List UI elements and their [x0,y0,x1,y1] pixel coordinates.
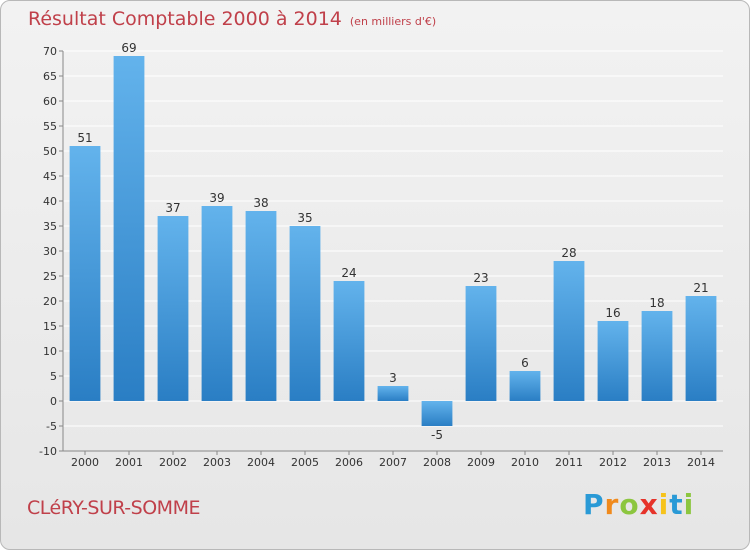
chart-title: Résultat Comptable 2000 à 2014 (en millie… [28,8,436,30]
data-label: 39 [209,191,224,205]
chart-title-text: Résultat Comptable 2000 à 2014 [28,8,342,30]
data-label: 37 [165,201,180,215]
data-label: 21 [693,281,708,295]
bar [685,296,717,401]
x-tick-label: 2010 [511,456,539,469]
x-tick-label: 2008 [423,456,451,469]
brand-letter: i [683,488,695,521]
y-tick-label: 65 [43,70,57,83]
x-tick-label: 2004 [247,456,275,469]
bar [245,211,277,401]
brand-letter: x [639,488,659,521]
city-name: CLéRY-SUR-SOMME [27,497,200,519]
data-label: 38 [253,196,268,210]
brand-letter: o [619,488,640,521]
brand-letter: i [658,488,670,521]
y-tick-label: 5 [50,370,57,383]
bar [113,56,145,401]
bar [289,226,321,401]
x-tick-label: 2005 [291,456,319,469]
data-label: 51 [77,131,92,145]
data-label: 23 [473,271,488,285]
x-tick-label: 2000 [71,456,99,469]
y-tick-label: 20 [43,295,57,308]
y-tick-label: 50 [43,145,57,158]
bar [157,216,189,401]
y-tick-label: 45 [43,170,57,183]
y-tick-label: 30 [43,245,57,258]
data-label: -5 [431,428,443,442]
x-tick-label: 2002 [159,456,187,469]
bar [553,261,585,401]
proxiti-logo: Proxiti [583,488,694,521]
bar [465,286,497,401]
data-label: 16 [605,306,620,320]
x-tick-label: 2013 [643,456,671,469]
brand-letter: r [604,488,620,521]
bar [597,321,629,401]
x-tick-label: 2007 [379,456,407,469]
bar [333,281,365,401]
bar [641,311,673,401]
data-label: 6 [521,356,529,370]
y-tick-label: -10 [39,445,57,458]
y-tick-label: 60 [43,95,57,108]
bar [509,371,541,401]
brand-letter: P [583,488,605,521]
y-tick-label: 10 [43,345,57,358]
bar [377,386,409,401]
x-tick-label: 2006 [335,456,363,469]
y-tick-label: 0 [50,395,57,408]
bar [69,146,101,401]
y-tick-label: 35 [43,220,57,233]
x-tick-label: 2009 [467,456,495,469]
y-tick-label: 25 [43,270,57,283]
x-tick-label: 2012 [599,456,627,469]
y-tick-label: -5 [46,420,57,433]
y-tick-label: 70 [43,45,57,58]
data-label: 24 [341,266,356,280]
brand-letter: t [669,488,684,521]
data-label: 28 [561,246,576,260]
chart-unit: (en milliers d'€) [349,15,437,28]
data-label: 3 [389,371,397,385]
data-label: 18 [649,296,664,310]
x-tick-label: 2003 [203,456,231,469]
y-tick-label: 40 [43,195,57,208]
y-tick-label: 55 [43,120,57,133]
data-label: 69 [121,41,136,55]
bar [201,206,233,401]
x-tick-label: 2011 [555,456,583,469]
data-label: 35 [297,211,312,225]
bar [421,401,453,426]
x-tick-label: 2001 [115,456,143,469]
y-tick-label: 15 [43,320,57,333]
x-tick-label: 2014 [687,456,715,469]
